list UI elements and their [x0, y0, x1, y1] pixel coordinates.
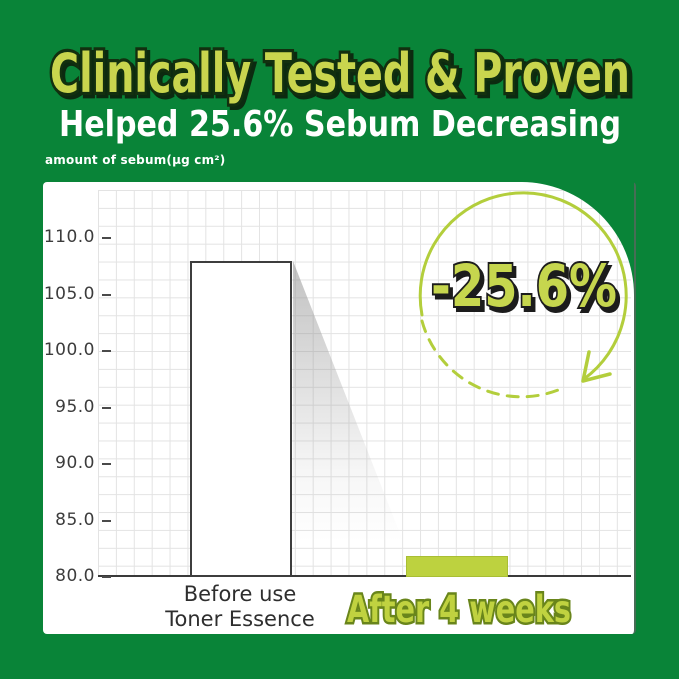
y-tick-label: 100.0 [43, 340, 95, 360]
y-tick-mark [102, 237, 111, 240]
y-tick-mark [102, 293, 111, 296]
page-title: Clinically Tested & Proven [50, 42, 630, 105]
chart-panel: 110.0 105.0 100.0 95.0 90.0 85.0 80.0 Before u… [43, 182, 636, 634]
bar-after [406, 555, 508, 577]
y-tick-mark [102, 519, 111, 522]
page-title-shadow: Clinically Tested & Proven [53, 45, 633, 108]
category-label-before-line2: Toner Essence [165, 607, 315, 631]
y-tick-mark [102, 576, 111, 578]
y-tick-label: 110.0 [43, 227, 95, 248]
bar-before [190, 260, 292, 577]
y-tick-mark [102, 406, 111, 409]
header: Clinically Tested & Proven Clinically Te… [47, 39, 637, 145]
plot-grid [98, 190, 631, 577]
y-tick-label: 105.0 [43, 283, 95, 304]
y-tick-mark [102, 350, 111, 352]
category-label-before: Before use Toner Essence [140, 582, 340, 632]
y-tick-label: 90.0 [55, 453, 95, 473]
y-tick-label: 80.0 [55, 566, 95, 586]
y-tick-label: 95.0 [55, 396, 95, 417]
y-axis-unit-label: amount of sebum(µg cm²) [45, 153, 226, 167]
y-tick-label: 85.0 [55, 509, 95, 530]
category-label-after: After 4 weeks [347, 588, 571, 631]
category-label-before-line1: Before use [183, 582, 297, 606]
page-subtitle: Helped 25.6% Sebum Decreasing [59, 104, 621, 145]
y-tick-mark [102, 463, 111, 465]
